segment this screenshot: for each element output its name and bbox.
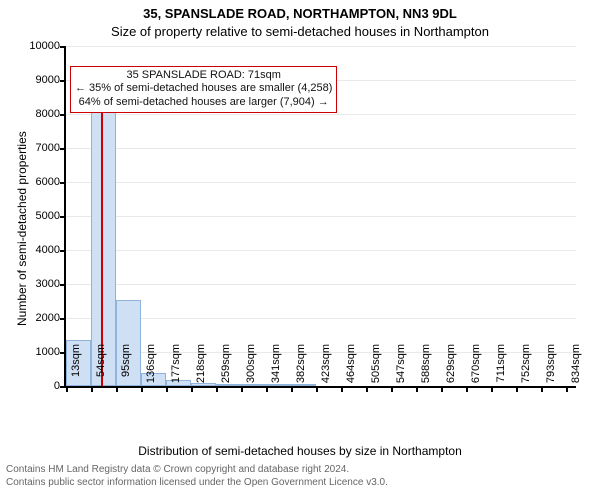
x-tick-mark bbox=[166, 386, 168, 392]
x-tick-mark bbox=[66, 386, 68, 392]
x-tick-label: 670sqm bbox=[470, 344, 482, 394]
x-tick-label: 793sqm bbox=[545, 344, 557, 394]
y-tick-label: 9000 bbox=[36, 74, 66, 86]
gridline bbox=[66, 284, 576, 285]
x-tick-label: 505sqm bbox=[370, 344, 382, 394]
x-tick-label: 464sqm bbox=[345, 344, 357, 394]
x-tick-mark bbox=[566, 386, 568, 392]
footer-line: Contains public sector information licen… bbox=[6, 477, 388, 490]
footer-attribution: Contains HM Land Registry data © Crown c… bbox=[6, 464, 388, 489]
x-tick-mark bbox=[391, 386, 393, 392]
x-tick-mark bbox=[91, 386, 93, 392]
x-tick-label: 588sqm bbox=[420, 344, 432, 394]
x-tick-label: 13sqm bbox=[70, 344, 82, 394]
footer-line: Contains HM Land Registry data © Crown c… bbox=[6, 464, 388, 477]
x-tick-label: 218sqm bbox=[195, 344, 207, 394]
y-tick-label: 10000 bbox=[29, 40, 66, 52]
y-tick-label: 3000 bbox=[36, 278, 66, 290]
x-axis-label: Distribution of semi-detached houses by … bbox=[0, 444, 600, 458]
x-tick-mark bbox=[216, 386, 218, 392]
y-axis-label: Number of semi-detached properties bbox=[15, 131, 29, 326]
callout-box: 35 SPANSLADE ROAD: 71sqm← 35% of semi-de… bbox=[70, 66, 337, 113]
x-tick-label: 300sqm bbox=[245, 344, 257, 394]
x-tick-mark bbox=[466, 386, 468, 392]
x-tick-label: 711sqm bbox=[495, 344, 507, 394]
x-tick-label: 834sqm bbox=[570, 344, 582, 394]
x-tick-label: 382sqm bbox=[295, 344, 307, 394]
gridline bbox=[66, 318, 576, 319]
x-tick-mark bbox=[291, 386, 293, 392]
y-tick-label: 2000 bbox=[36, 312, 66, 324]
y-tick-label: 0 bbox=[54, 380, 66, 392]
x-tick-mark bbox=[241, 386, 243, 392]
x-tick-label: 423sqm bbox=[320, 344, 332, 394]
x-tick-mark bbox=[441, 386, 443, 392]
gridline bbox=[66, 114, 576, 115]
x-tick-mark bbox=[541, 386, 543, 392]
y-tick-label: 8000 bbox=[36, 108, 66, 120]
x-tick-label: 54sqm bbox=[95, 344, 107, 394]
x-tick-label: 341sqm bbox=[270, 344, 282, 394]
gridline bbox=[66, 148, 576, 149]
callout-line: 64% of semi-detached houses are larger (… bbox=[75, 96, 332, 110]
x-tick-mark bbox=[341, 386, 343, 392]
property-marker-line bbox=[101, 66, 103, 386]
x-tick-label: 259sqm bbox=[220, 344, 232, 394]
y-tick-label: 7000 bbox=[36, 142, 66, 154]
x-tick-mark bbox=[266, 386, 268, 392]
x-tick-mark bbox=[191, 386, 193, 392]
y-tick-label: 5000 bbox=[36, 210, 66, 222]
x-tick-mark bbox=[516, 386, 518, 392]
x-tick-label: 136sqm bbox=[145, 344, 157, 394]
x-tick-mark bbox=[316, 386, 318, 392]
chart-title-line1: 35, SPANSLADE ROAD, NORTHAMPTON, NN3 9DL bbox=[0, 6, 600, 21]
x-tick-label: 95sqm bbox=[120, 344, 132, 394]
chart-container: 35, SPANSLADE ROAD, NORTHAMPTON, NN3 9DL… bbox=[0, 0, 600, 500]
callout-line: 35 SPANSLADE ROAD: 71sqm bbox=[75, 69, 332, 83]
x-tick-label: 547sqm bbox=[395, 344, 407, 394]
x-tick-mark bbox=[416, 386, 418, 392]
x-tick-mark bbox=[366, 386, 368, 392]
callout-line: ← 35% of semi-detached houses are smalle… bbox=[75, 82, 332, 96]
x-tick-mark bbox=[141, 386, 143, 392]
gridline bbox=[66, 250, 576, 251]
x-tick-label: 752sqm bbox=[520, 344, 532, 394]
y-tick-label: 4000 bbox=[36, 244, 66, 256]
x-tick-mark bbox=[491, 386, 493, 392]
gridline bbox=[66, 216, 576, 217]
chart-title-line2: Size of property relative to semi-detach… bbox=[0, 24, 600, 39]
gridline bbox=[66, 182, 576, 183]
y-tick-label: 6000 bbox=[36, 176, 66, 188]
gridline bbox=[66, 46, 576, 47]
y-tick-label: 1000 bbox=[36, 346, 66, 358]
plot-area: 0100020003000400050006000700080009000100… bbox=[64, 46, 576, 388]
x-tick-mark bbox=[116, 386, 118, 392]
x-tick-label: 177sqm bbox=[170, 344, 182, 394]
x-tick-label: 629sqm bbox=[445, 344, 457, 394]
